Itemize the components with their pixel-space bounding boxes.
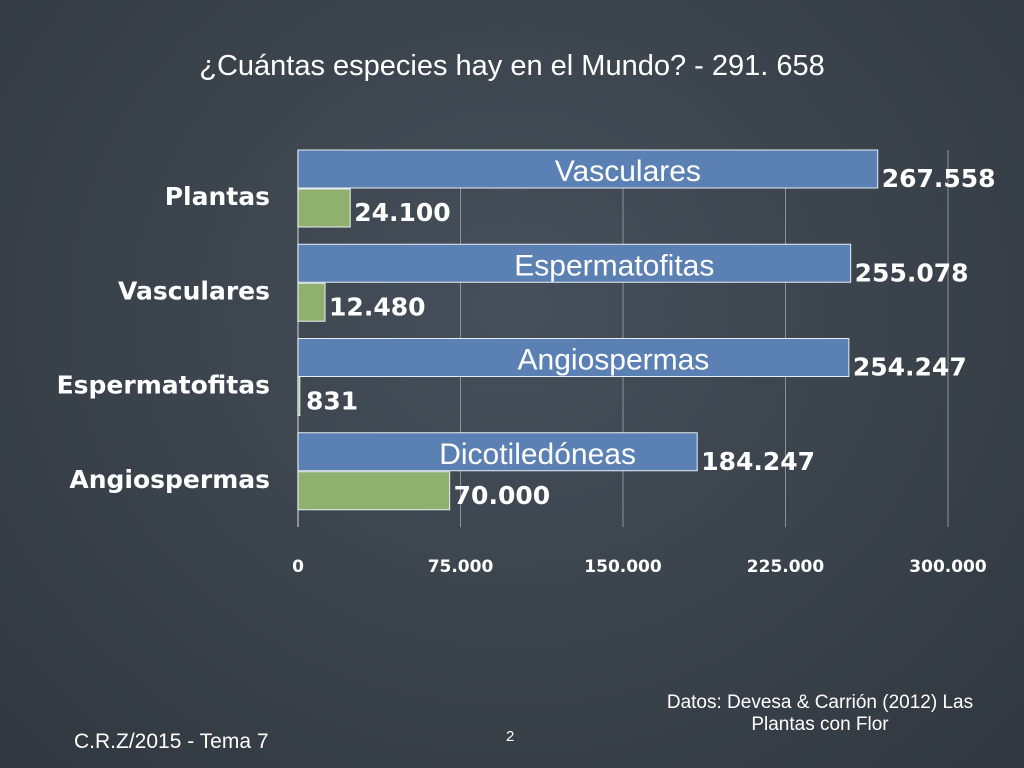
bar-inner-label: Dicotiledóneas: [439, 438, 636, 471]
bar-green: [297, 188, 351, 228]
bar-value-label: 70.000: [454, 481, 550, 510]
x-tick-label: 225.000: [747, 557, 825, 577]
footer-credit: C.R.Z/2015 - Tema 7: [74, 730, 269, 753]
category-label: Vasculares: [118, 276, 270, 305]
chart-title: ¿Cuántas especies hay en el Mundo? - 291…: [199, 50, 825, 82]
bar-inner-label: Angiospermas: [518, 344, 710, 377]
category-label: Espermatofitas: [57, 371, 270, 400]
bar-inner-label: Espermatofitas: [514, 249, 714, 282]
category-label: Angiospermas: [69, 465, 270, 494]
page-number: 2: [506, 728, 515, 745]
bar-green: [297, 471, 451, 511]
bar-blue: [297, 243, 852, 283]
bar-blue: [297, 432, 698, 472]
bar-value-label: 184.247: [701, 447, 815, 476]
x-tick-label: 0: [292, 557, 304, 577]
bar-blue: [297, 149, 879, 189]
x-tick-label: 150.000: [584, 557, 662, 577]
bar-value-label: 12.480: [329, 292, 425, 321]
data-source-note: Datos: Devesa & Carrión (2012) Las Plant…: [666, 692, 974, 735]
bar-value-label: 254.247: [853, 353, 967, 382]
bar-green: [297, 377, 301, 416]
bar-inner-label: Vasculares: [555, 155, 701, 188]
x-tick-label: 300.000: [909, 557, 987, 577]
category-label: Plantas: [165, 182, 270, 211]
bar-value-label: 831: [306, 387, 358, 416]
bar-blue: [297, 338, 850, 377]
x-tick-label: 75.000: [428, 557, 494, 577]
bar-value-label: 24.100: [354, 198, 450, 227]
bar-value-label: 267.558: [882, 164, 996, 193]
bar-chart: 0 75.000 150.000 225.000 300.000 Plantas Vascu…: [57, 149, 996, 577]
bar-green: [297, 282, 326, 322]
bar-value-label: 255.078: [855, 258, 969, 287]
